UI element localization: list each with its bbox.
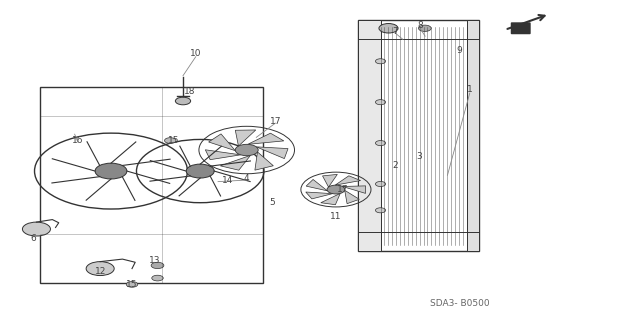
Text: 18: 18 bbox=[184, 87, 195, 96]
Text: 17: 17 bbox=[337, 185, 348, 194]
Text: 11: 11 bbox=[330, 212, 342, 221]
Polygon shape bbox=[209, 134, 236, 151]
Polygon shape bbox=[236, 130, 256, 146]
Text: 9: 9 bbox=[456, 46, 462, 55]
Polygon shape bbox=[467, 20, 479, 251]
Circle shape bbox=[95, 163, 127, 179]
Polygon shape bbox=[255, 152, 273, 170]
Polygon shape bbox=[323, 174, 337, 187]
Circle shape bbox=[327, 185, 345, 194]
Text: 17: 17 bbox=[269, 117, 281, 126]
Text: 15: 15 bbox=[168, 136, 179, 145]
Circle shape bbox=[126, 282, 138, 287]
Polygon shape bbox=[306, 192, 333, 199]
Text: 3: 3 bbox=[416, 152, 422, 161]
Text: 14: 14 bbox=[222, 175, 234, 185]
Text: 12: 12 bbox=[95, 267, 106, 276]
Polygon shape bbox=[306, 180, 328, 191]
Circle shape bbox=[164, 138, 176, 143]
Text: 4: 4 bbox=[244, 174, 250, 183]
Circle shape bbox=[419, 25, 431, 32]
Text: 1: 1 bbox=[467, 85, 472, 94]
Text: 2: 2 bbox=[392, 161, 398, 170]
Circle shape bbox=[376, 59, 386, 64]
Text: 16: 16 bbox=[72, 136, 84, 145]
Circle shape bbox=[186, 164, 214, 178]
Text: 5: 5 bbox=[269, 198, 275, 207]
Text: 10: 10 bbox=[190, 49, 202, 58]
Circle shape bbox=[151, 262, 164, 269]
Polygon shape bbox=[220, 155, 250, 170]
Text: FR.: FR. bbox=[512, 23, 530, 33]
Circle shape bbox=[152, 275, 163, 281]
Circle shape bbox=[379, 24, 398, 33]
Circle shape bbox=[376, 100, 386, 105]
Polygon shape bbox=[321, 193, 340, 205]
Polygon shape bbox=[248, 133, 284, 144]
Polygon shape bbox=[335, 176, 360, 185]
Polygon shape bbox=[345, 190, 360, 204]
Circle shape bbox=[376, 182, 386, 187]
Circle shape bbox=[376, 208, 386, 213]
Circle shape bbox=[22, 222, 51, 236]
Circle shape bbox=[175, 97, 191, 105]
Polygon shape bbox=[342, 186, 365, 193]
Polygon shape bbox=[205, 150, 241, 160]
Text: 8: 8 bbox=[417, 21, 423, 30]
Circle shape bbox=[86, 262, 114, 276]
Polygon shape bbox=[358, 20, 381, 251]
Text: 13: 13 bbox=[148, 256, 160, 265]
Circle shape bbox=[236, 144, 258, 156]
Polygon shape bbox=[256, 147, 288, 159]
Text: 15: 15 bbox=[126, 280, 138, 289]
Text: 7: 7 bbox=[392, 27, 398, 36]
Text: 6: 6 bbox=[30, 234, 36, 243]
Circle shape bbox=[376, 141, 386, 145]
Text: SDA3- B0500: SDA3- B0500 bbox=[430, 299, 490, 308]
